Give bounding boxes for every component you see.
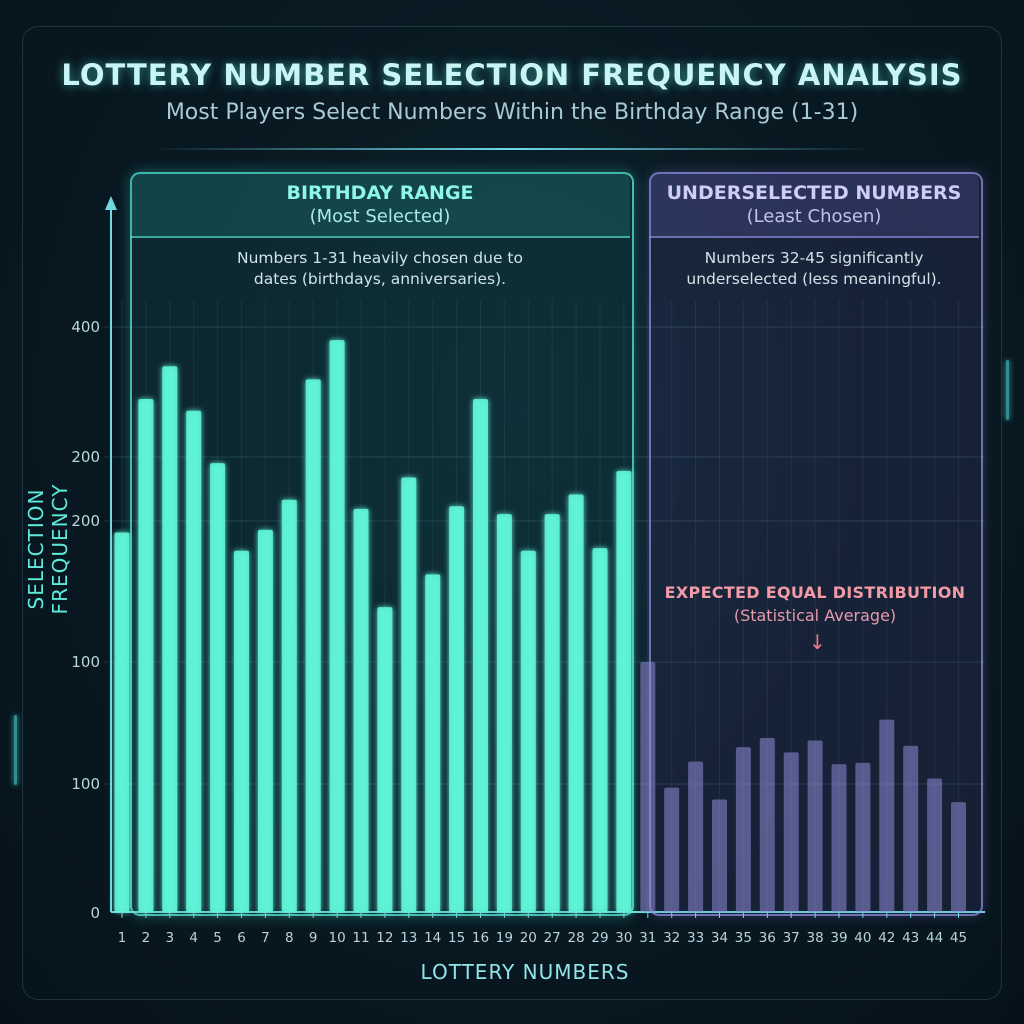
x-tick-label: 5 bbox=[213, 930, 222, 946]
x-tick-label: 45 bbox=[950, 930, 967, 946]
bar-33 bbox=[688, 761, 704, 912]
x-tick-label: 7 bbox=[261, 930, 270, 946]
bar-16 bbox=[473, 398, 488, 912]
y-tick-label: 100 bbox=[71, 775, 100, 793]
x-tick-label: 19 bbox=[496, 930, 513, 946]
x-tick-label: 42 bbox=[878, 930, 895, 946]
bar-1 bbox=[114, 532, 130, 912]
x-tick-label: 1 bbox=[118, 930, 127, 946]
bar-35 bbox=[735, 747, 751, 912]
x-tick-label: 8 bbox=[285, 930, 294, 946]
bar-3 bbox=[162, 366, 178, 912]
y-tick-label: 200 bbox=[71, 512, 100, 530]
x-tick-label: 6 bbox=[237, 930, 246, 946]
bar-14 bbox=[425, 574, 441, 912]
bar-40 bbox=[855, 762, 871, 912]
title-divider bbox=[150, 148, 874, 150]
underselected-desc-2: underselected (less meaningful). bbox=[686, 270, 942, 288]
bar-42 bbox=[879, 719, 895, 912]
x-tick-label: 44 bbox=[926, 930, 943, 946]
bar-44 bbox=[927, 778, 943, 912]
x-tick-label: 28 bbox=[568, 930, 585, 946]
bar-5 bbox=[210, 463, 226, 912]
bar-39 bbox=[831, 764, 847, 912]
bar-15 bbox=[449, 506, 465, 912]
x-tick-label: 4 bbox=[189, 930, 198, 946]
decor-glow bbox=[14, 715, 17, 785]
x-tick-label: 43 bbox=[902, 930, 919, 946]
chart-title: LOTTERY NUMBER SELECTION FREQUENCY ANALY… bbox=[61, 58, 963, 92]
x-tick-label: 33 bbox=[687, 930, 704, 946]
y-axis-label: SELECTION FREQUENCY bbox=[24, 483, 72, 615]
x-tick-label: 30 bbox=[615, 930, 632, 946]
bar-13 bbox=[401, 477, 417, 912]
birthday-range-subtitle: (Most Selected) bbox=[309, 206, 451, 227]
bar-28 bbox=[568, 494, 584, 912]
x-axis-label: LOTTERY NUMBERS bbox=[420, 960, 630, 984]
x-tick-label: 14 bbox=[424, 930, 441, 946]
underselected-desc-1: Numbers 32-45 significantly bbox=[704, 249, 924, 267]
x-tick-label: 2 bbox=[142, 930, 151, 946]
bar-45 bbox=[951, 802, 966, 912]
x-tick-label: 10 bbox=[329, 930, 346, 946]
bar-12 bbox=[377, 607, 393, 912]
x-tick-label: 12 bbox=[376, 930, 393, 946]
x-tick-label: 29 bbox=[591, 930, 608, 946]
x-tick-label: 35 bbox=[735, 930, 752, 946]
underselected-header bbox=[649, 172, 979, 238]
bar-19 bbox=[496, 514, 512, 912]
bar-7 bbox=[257, 529, 273, 912]
bar-31 bbox=[640, 662, 656, 912]
x-tick-label: 38 bbox=[807, 930, 824, 946]
x-tick-label: 11 bbox=[352, 930, 369, 946]
bar-38 bbox=[807, 740, 823, 912]
birthday-range-desc-1: Numbers 1-31 heavily chosen due to bbox=[237, 249, 523, 267]
bar-20 bbox=[520, 550, 536, 912]
x-tick-label: 27 bbox=[544, 930, 561, 946]
bar-11 bbox=[353, 508, 369, 912]
bar-27 bbox=[544, 514, 560, 912]
bar-2 bbox=[138, 398, 154, 912]
x-tick-label: 16 bbox=[472, 930, 489, 946]
bar-36 bbox=[759, 737, 775, 912]
birthday-range-header bbox=[130, 172, 630, 238]
x-tick-label: 20 bbox=[520, 930, 537, 946]
chart-subtitle: Most Players Select Numbers Within the B… bbox=[165, 100, 859, 125]
y-axis-arrow-icon bbox=[105, 196, 117, 210]
bar-10 bbox=[329, 340, 345, 913]
y-tick-label: 200 bbox=[71, 448, 100, 466]
x-tick-label: 39 bbox=[830, 930, 847, 946]
x-tick-label: 37 bbox=[783, 930, 800, 946]
underselected-title: UNDERSELECTED NUMBERS bbox=[666, 182, 962, 204]
bar-43 bbox=[903, 745, 919, 912]
bar-30 bbox=[616, 470, 632, 912]
birthday-range-desc-2: dates (birthdays, anniversaries). bbox=[253, 270, 507, 288]
expected-distribution-subtitle: (Statistical Average) bbox=[733, 606, 897, 625]
x-tick-label: 31 bbox=[639, 930, 656, 946]
expected-distribution-title: EXPECTED EQUAL DISTRIBUTION bbox=[664, 583, 966, 602]
y-tick-label: 100 bbox=[71, 653, 100, 671]
bar-9 bbox=[305, 379, 321, 913]
x-tick-label: 9 bbox=[309, 930, 318, 946]
birthday-range-title: BIRTHDAY RANGE bbox=[286, 182, 474, 204]
bar-29 bbox=[592, 548, 608, 912]
x-tick-label: 13 bbox=[400, 930, 417, 946]
bar-34 bbox=[712, 799, 727, 912]
decor-glow bbox=[1006, 360, 1009, 420]
x-tick-label: 36 bbox=[759, 930, 776, 946]
x-tick-label: 15 bbox=[448, 930, 465, 946]
bar-37 bbox=[783, 752, 799, 912]
bar-32 bbox=[664, 787, 680, 912]
x-tick-label: 34 bbox=[711, 930, 728, 946]
bar-8 bbox=[281, 499, 297, 912]
down-arrow-icon: ↓ bbox=[809, 630, 826, 654]
x-tick-label: 32 bbox=[663, 930, 680, 946]
underselected-subtitle: (Least Chosen) bbox=[746, 206, 882, 227]
x-tick-label: 3 bbox=[166, 930, 175, 946]
bar-6 bbox=[234, 550, 249, 912]
x-tick-label: 40 bbox=[854, 930, 871, 946]
y-tick-label: 400 bbox=[71, 318, 100, 336]
y-tick-label: 0 bbox=[90, 904, 100, 922]
